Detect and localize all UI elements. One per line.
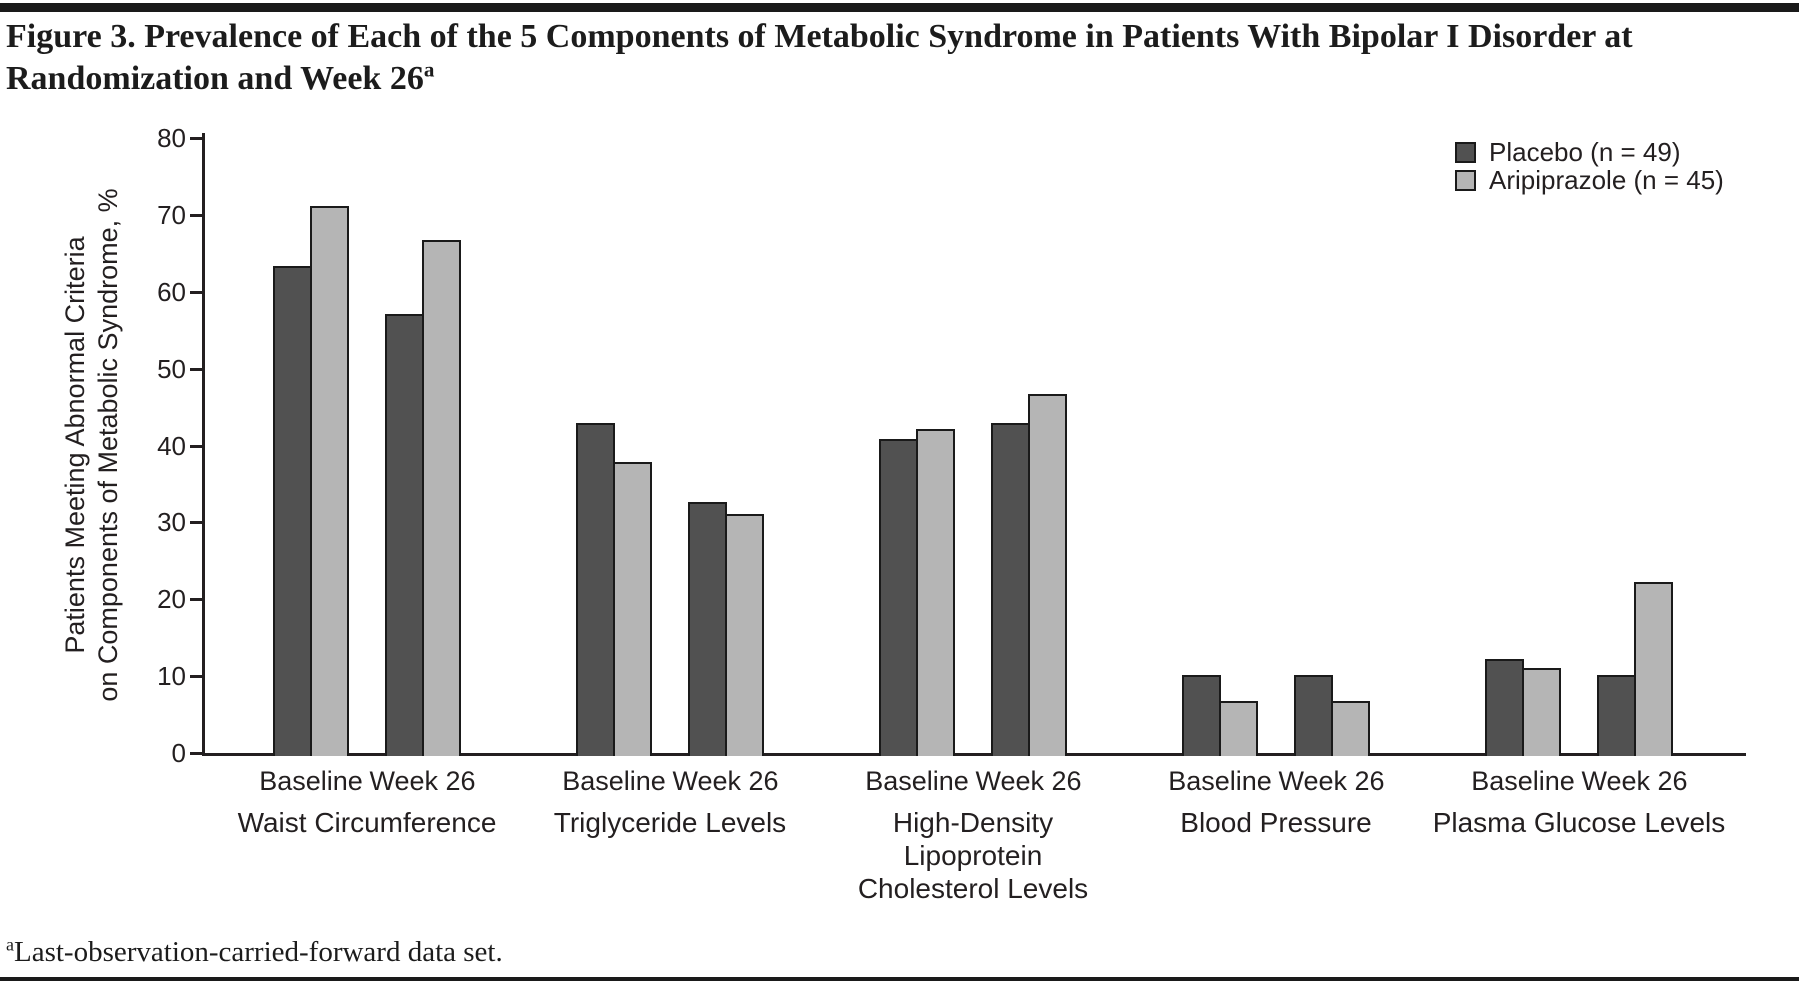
bar-aripiprazole-baseline-group1 <box>310 206 349 756</box>
y-axis-tick-70 <box>190 213 203 217</box>
x-axis-line <box>202 753 1746 756</box>
legend-swatch-placebo <box>1455 142 1476 163</box>
y-axis-tick-10 <box>190 675 203 679</box>
y-axis-title-line1: Patients Meeting Abnormal Criteria <box>60 236 90 654</box>
legend-row-aripiprazole: Aripiprazole (n = 45) <box>1455 165 1724 195</box>
y-axis-tick-label-10: 10 <box>157 661 186 692</box>
group-label-3: High-Density Lipoprotein Cholesterol Lev… <box>857 807 1089 904</box>
legend-row-placebo: Placebo (n = 49) <box>1455 137 1724 167</box>
bar-placebo-baseline-group3 <box>879 439 918 756</box>
y-axis-tick-30 <box>190 521 203 525</box>
y-axis-tick-label-50: 50 <box>157 353 186 384</box>
bar-placebo-week26-group5 <box>1596 675 1636 756</box>
y-axis-tick-label-80: 80 <box>157 123 186 153</box>
bar-placebo-baseline-group5 <box>1485 659 1524 756</box>
y-axis-title-line2: on Components of Metabolic Syndrome, % <box>93 188 123 702</box>
y-axis-tick-label-60: 60 <box>157 276 186 307</box>
bar-placebo-week26-group4 <box>1293 675 1333 756</box>
timepoint-label-week26-group2: Week 26 <box>672 766 779 796</box>
bar-placebo-week26-group2 <box>687 502 727 756</box>
bar-aripiprazole-week26-group2 <box>724 514 764 756</box>
bar-aripiprazole-baseline-group3 <box>916 429 955 756</box>
bar-aripiprazole-week26-group5 <box>1633 582 1673 756</box>
figure-title-line2: Randomization and Week 26 <box>6 60 424 97</box>
timepoint-label-baseline-group1: Baseline <box>259 766 363 796</box>
y-axis-tick-0 <box>190 752 203 755</box>
footnote: aLast-observation-carried-forward data s… <box>6 934 503 969</box>
top-rule <box>0 3 1799 12</box>
y-axis-tick-20 <box>190 598 203 602</box>
bar-aripiprazole-week26-group4 <box>1330 701 1370 756</box>
y-axis-title: Patients Meeting Abnormal Criteria on Co… <box>59 95 125 795</box>
bar-placebo-baseline-group1 <box>273 266 312 756</box>
bar-aripiprazole-week26-group3 <box>1027 394 1067 756</box>
y-axis-line <box>202 133 205 756</box>
bar-placebo-baseline-group4 <box>1182 675 1221 756</box>
timepoint-label-week26-group5: Week 26 <box>1581 766 1688 796</box>
group-label-2: Triglyceride Levels <box>553 807 787 838</box>
y-axis-tick-80 <box>190 137 203 140</box>
y-axis-tick-label-20: 20 <box>157 584 186 615</box>
bar-aripiprazole-baseline-group2 <box>613 462 652 756</box>
y-axis-tick-50 <box>190 367 203 371</box>
y-axis-tick-40 <box>190 444 203 448</box>
bottom-rule <box>0 977 1799 981</box>
timepoint-label-baseline-group2: Baseline <box>562 766 666 796</box>
timepoint-label-baseline-group4: Baseline <box>1168 766 1272 796</box>
bar-aripiprazole-baseline-group4 <box>1219 701 1258 756</box>
figure-title: Figure 3. Prevalence of Each of the 5 Co… <box>6 16 1706 100</box>
y-axis-tick-label-40: 40 <box>157 430 186 461</box>
figure-title-line1: Figure 3. Prevalence of Each of the 5 Co… <box>6 18 1633 55</box>
footnote-superscript: a <box>6 934 14 955</box>
timepoint-label-baseline-group5: Baseline <box>1471 766 1575 796</box>
group-label-1: Waist Circumference <box>237 807 497 838</box>
legend-label-placebo: Placebo (n = 49) <box>1489 137 1681 167</box>
legend-label-aripiprazole: Aripiprazole (n = 45) <box>1489 165 1724 195</box>
y-axis-tick-60 <box>190 290 203 294</box>
y-axis-tick-label-70: 70 <box>157 199 186 230</box>
bar-aripiprazole-week26-group1 <box>421 240 461 756</box>
y-axis-tick-label-0: 0 <box>171 738 186 768</box>
legend: Placebo (n = 49) Aripiprazole (n = 45) <box>1455 137 1724 195</box>
timepoint-label-week26-group4: Week 26 <box>1278 766 1385 796</box>
legend-swatch-aripiprazole <box>1455 170 1476 191</box>
group-label-5: Plasma Glucose Levels <box>1432 807 1726 838</box>
timepoint-label-baseline-group3: Baseline <box>865 766 969 796</box>
timepoint-label-week26-group3: Week 26 <box>975 766 1082 796</box>
bar-placebo-week26-group3 <box>990 423 1030 756</box>
y-axis-tick-label-30: 30 <box>157 507 186 538</box>
bar-placebo-baseline-group2 <box>576 423 615 756</box>
figure-title-superscript: a <box>423 57 435 82</box>
bar-placebo-week26-group1 <box>384 314 424 756</box>
timepoint-label-week26-group1: Week 26 <box>369 766 476 796</box>
bar-aripiprazole-baseline-group5 <box>1522 668 1561 756</box>
footnote-text: Last-observation-carried-forward data se… <box>13 936 503 968</box>
group-label-4: Blood Pressure <box>1180 807 1372 838</box>
